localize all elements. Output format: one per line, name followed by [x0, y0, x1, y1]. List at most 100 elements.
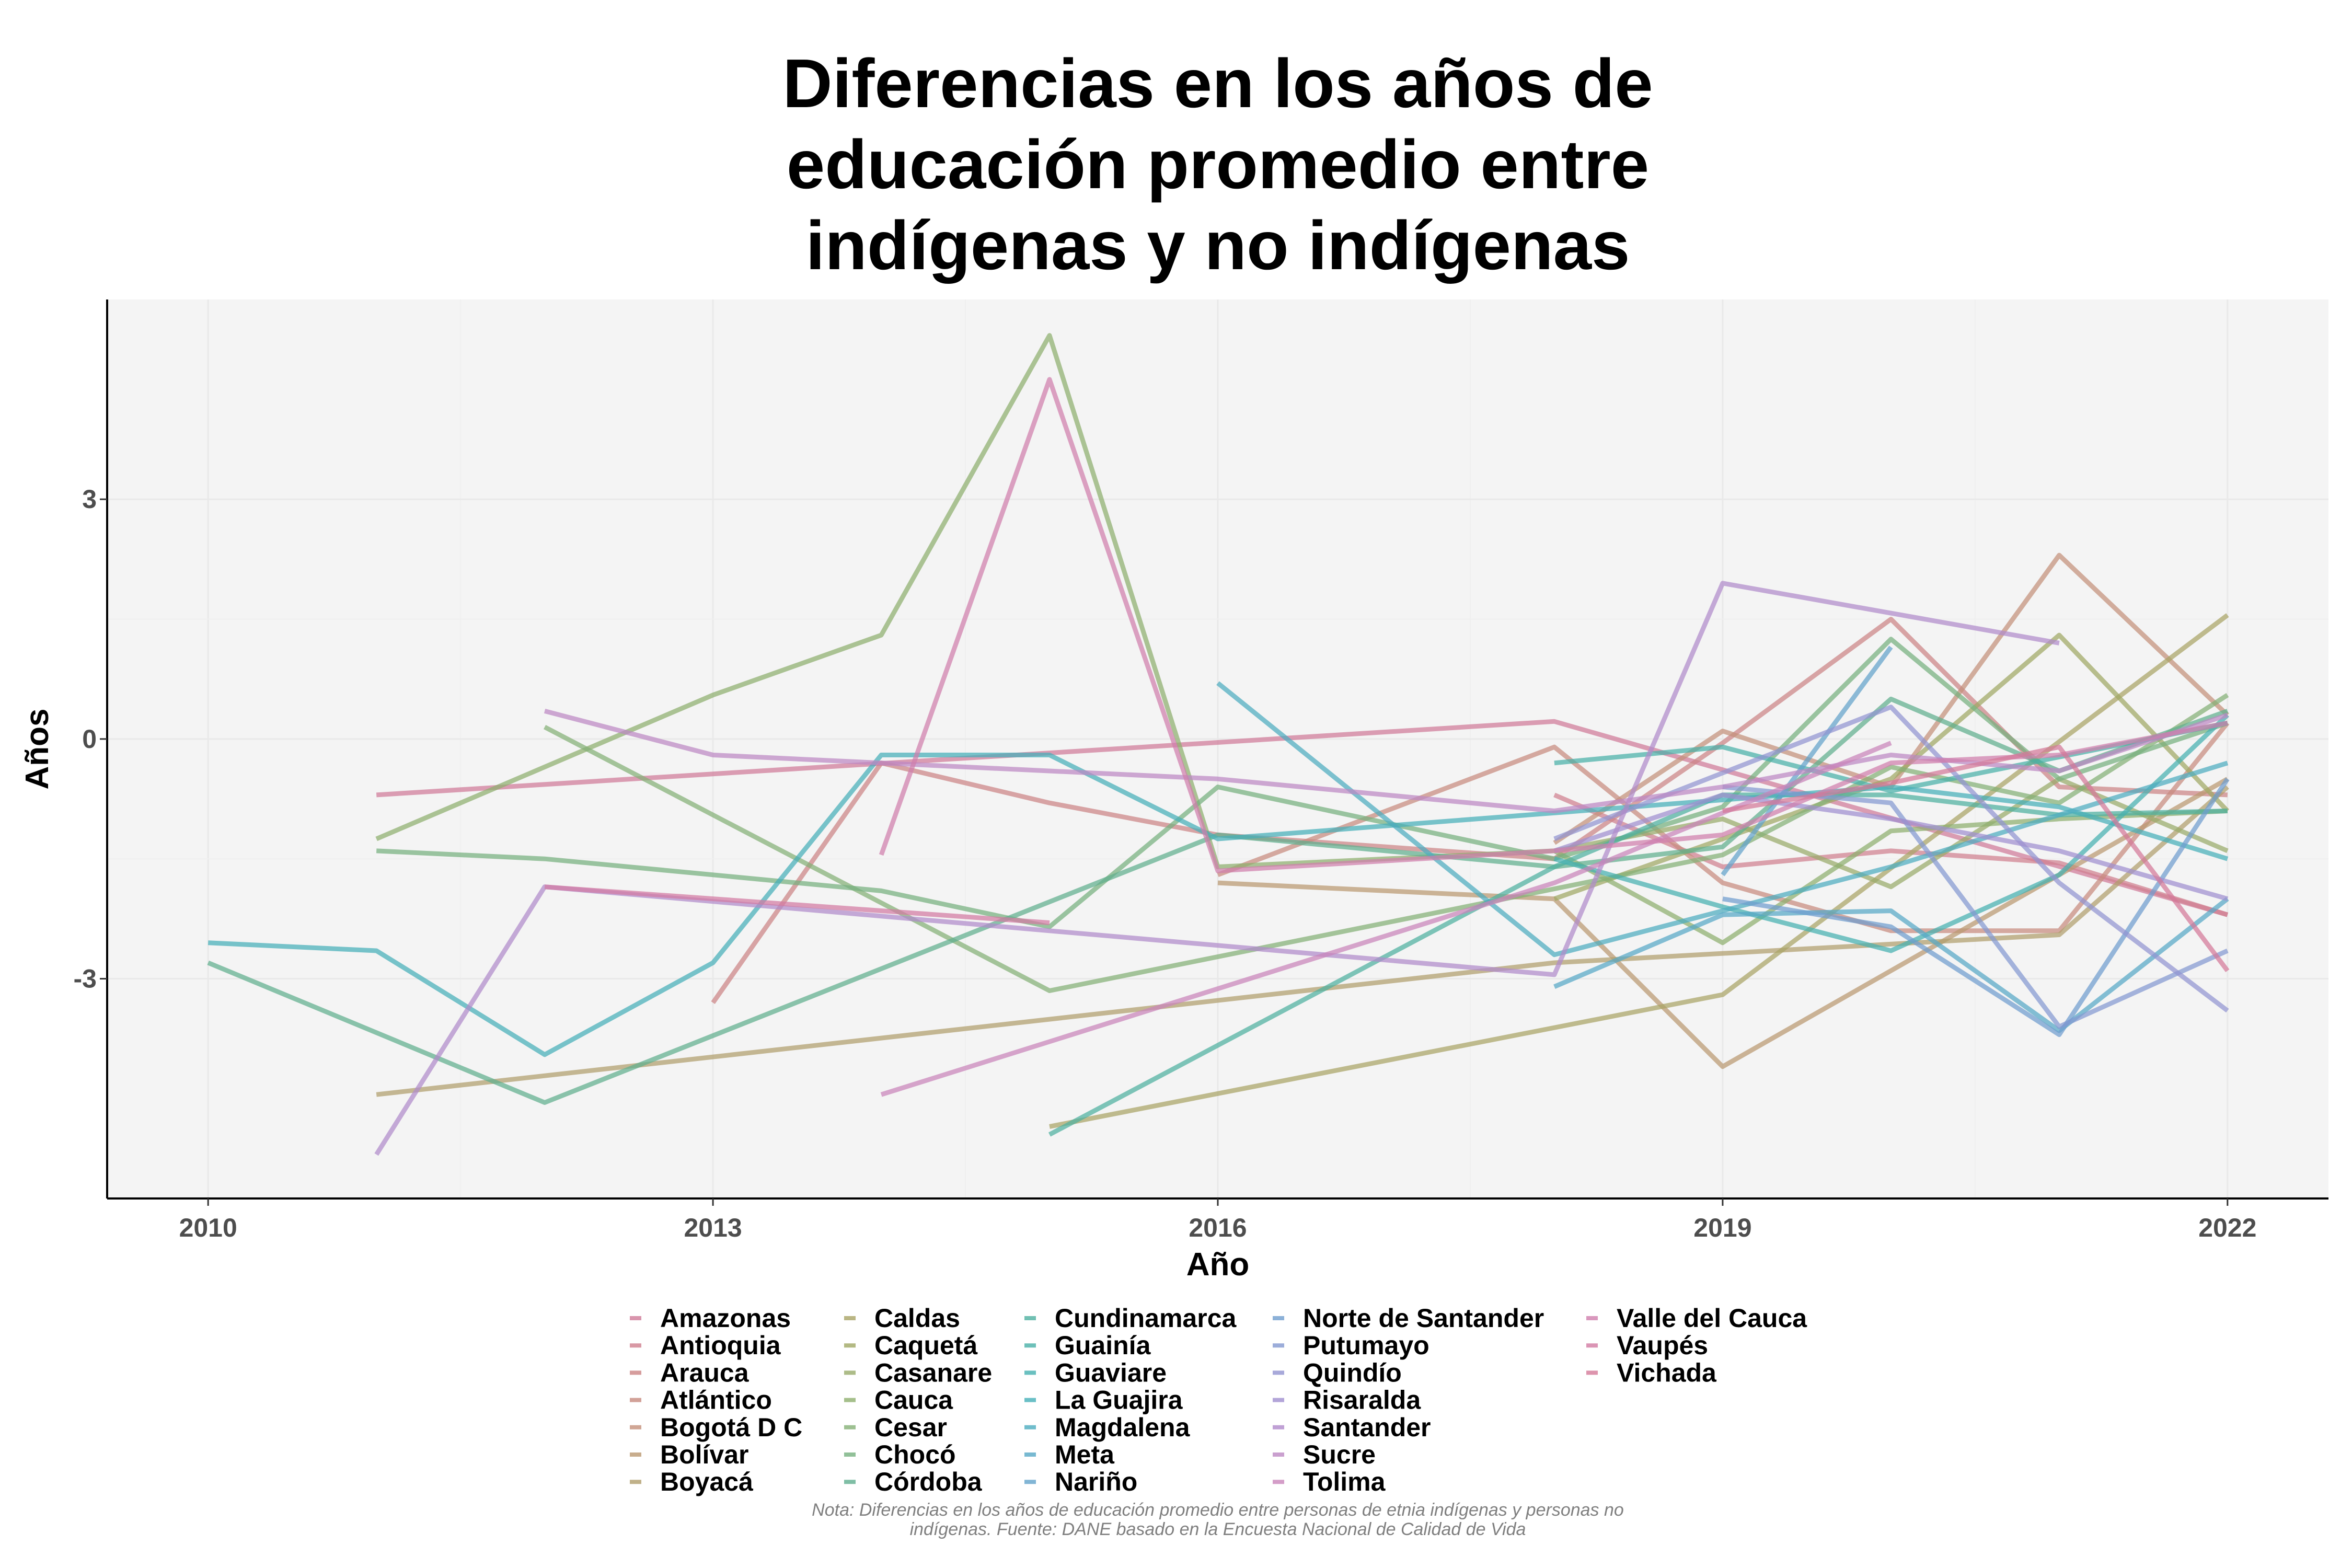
legend-item: Tolima [1273, 1467, 1386, 1496]
legend-label: Vichada [1617, 1358, 1717, 1387]
source-note: Nota: Diferencias en los años de educaci… [812, 1500, 1624, 1539]
series-line-amazonas [376, 719, 2229, 917]
legend-item: Cundinamarca [1024, 1304, 1237, 1333]
grid-lines [107, 299, 2328, 1198]
legend-item: Amazonas [630, 1304, 791, 1333]
legend-item: Caquetá [844, 1331, 977, 1360]
legend-label: Santander [1303, 1413, 1431, 1442]
legend-label: Arauca [660, 1358, 750, 1387]
x-axis-ticks: 2010 2013 2016 2019 2022 [179, 1198, 2256, 1242]
note-line: indígenas. Fuente: DANE basado en la Enc… [910, 1519, 1526, 1539]
legend-item: Nariño [1024, 1467, 1137, 1496]
legend-item: Cesar [844, 1413, 947, 1442]
legend-item: Chocó [844, 1440, 956, 1469]
series-line-nari-o [1721, 645, 1893, 877]
y-tick-label: -3 [74, 964, 97, 994]
x-tick-label: 2019 [1693, 1213, 1751, 1242]
legend-label: Guainía [1055, 1331, 1151, 1360]
legend-item: Santander [1273, 1413, 1431, 1442]
series-line-caldas [1049, 613, 2229, 1129]
series-line-vaup-s [544, 884, 1050, 925]
series-line-santander [374, 581, 2060, 1156]
title-line: indígenas y no indígenas [806, 207, 1630, 284]
series-line-c-rdoba [207, 696, 2229, 1105]
series-line-tolima [880, 741, 1892, 1097]
legend-item: Vaupés [1586, 1331, 1708, 1360]
y-tick-label: 0 [82, 724, 97, 754]
legend-label: Valle del Cauca [1617, 1304, 1807, 1333]
legend-label: Cesar [874, 1413, 947, 1442]
x-tick-label: 2016 [1189, 1213, 1247, 1242]
title-line: educación promedio entre [787, 126, 1649, 203]
legend-item: Casanare [844, 1358, 992, 1387]
legend-label: Antioquia [660, 1331, 781, 1360]
x-tick-label: 2022 [2198, 1213, 2256, 1242]
series-line-choc- [376, 637, 2229, 929]
series-line-bol-var [1217, 777, 2229, 1069]
legend-label: Casanare [874, 1358, 992, 1387]
legend-label: Putumayo [1303, 1331, 1429, 1360]
legend-item: Guaviare [1024, 1358, 1167, 1387]
legend-item: Norte de Santander [1273, 1304, 1544, 1333]
legend-item: Guainía [1024, 1331, 1151, 1360]
legend-label: Cauca [874, 1386, 953, 1415]
legend-label: Bogotá D C [660, 1413, 802, 1442]
legend-item: Cauca [844, 1386, 953, 1415]
legend-label: Caquetá [874, 1331, 977, 1360]
series-line-atl-ntico [1217, 721, 2230, 933]
legend-label: Chocó [874, 1440, 956, 1469]
series-line-norte-de-santander [1722, 777, 2230, 1037]
note-line: Nota: Diferencias en los años de educaci… [812, 1500, 1624, 1520]
legend-label: Córdoba [874, 1467, 983, 1496]
series-line-risaralda [1553, 792, 2229, 902]
legend-item: Putumayo [1273, 1331, 1429, 1360]
legend-label: Tolima [1303, 1467, 1386, 1496]
legend-label: Risaralda [1303, 1386, 1421, 1415]
legend-item: La Guajira [1024, 1386, 1183, 1415]
title-line: Diferencias en los años de [782, 45, 1653, 122]
legend-label: Sucre [1303, 1440, 1376, 1469]
legend-label: Cundinamarca [1055, 1304, 1237, 1333]
legend-label: Guaviare [1055, 1358, 1167, 1387]
legend-item: Vichada [1586, 1358, 1717, 1387]
legend-item: Bogotá D C [630, 1413, 802, 1442]
y-tick-label: 3 [82, 485, 97, 514]
legend-item: Quindío [1273, 1358, 1402, 1387]
series-line-magdalena [1216, 681, 2229, 958]
y-axis-title: Años [19, 709, 55, 790]
legend-item: Risaralda [1273, 1386, 1421, 1415]
legend-label: Atlántico [660, 1386, 772, 1415]
series-line-quind-o [1553, 705, 2229, 1013]
x-axis-title: Año [1186, 1247, 1250, 1283]
series-line-casanare [1554, 776, 2229, 890]
legend-label: Norte de Santander [1303, 1304, 1544, 1333]
legend-item: Sucre [1273, 1440, 1376, 1469]
legend-item: Meta [1024, 1440, 1115, 1469]
legend-label: Nariño [1055, 1467, 1137, 1496]
legend-label: La Guajira [1055, 1386, 1183, 1415]
legend-label: Meta [1055, 1440, 1115, 1469]
series-lines [207, 333, 2230, 1156]
legend-item: Antioquia [630, 1331, 781, 1360]
legend-item: Córdoba [844, 1467, 983, 1496]
legend-label: Quindío [1303, 1358, 1402, 1387]
series-line-meta [1553, 897, 2229, 1033]
y-axis-ticks: 3 0 -3 [74, 485, 107, 994]
series-line-sucre [544, 709, 2229, 813]
series-line-antioquia [1553, 792, 2229, 917]
legend-label: Caldas [874, 1304, 960, 1333]
x-tick-label: 2013 [684, 1213, 742, 1242]
x-tick-label: 2010 [179, 1213, 237, 1242]
series-line-vichada [1722, 744, 2230, 973]
legend-item: Valle del Cauca [1586, 1304, 1807, 1333]
legend-label: Bolívar [660, 1440, 749, 1469]
series-line-valle-del-cauca [879, 377, 2228, 873]
legend-label: Vaupés [1617, 1331, 1708, 1360]
legend-item: Caldas [844, 1304, 960, 1333]
legend-label: Magdalena [1055, 1413, 1191, 1442]
legend-item: Arauca [630, 1358, 750, 1387]
legend-item: Boyacá [630, 1467, 753, 1496]
legend-item: Magdalena [1024, 1413, 1191, 1442]
